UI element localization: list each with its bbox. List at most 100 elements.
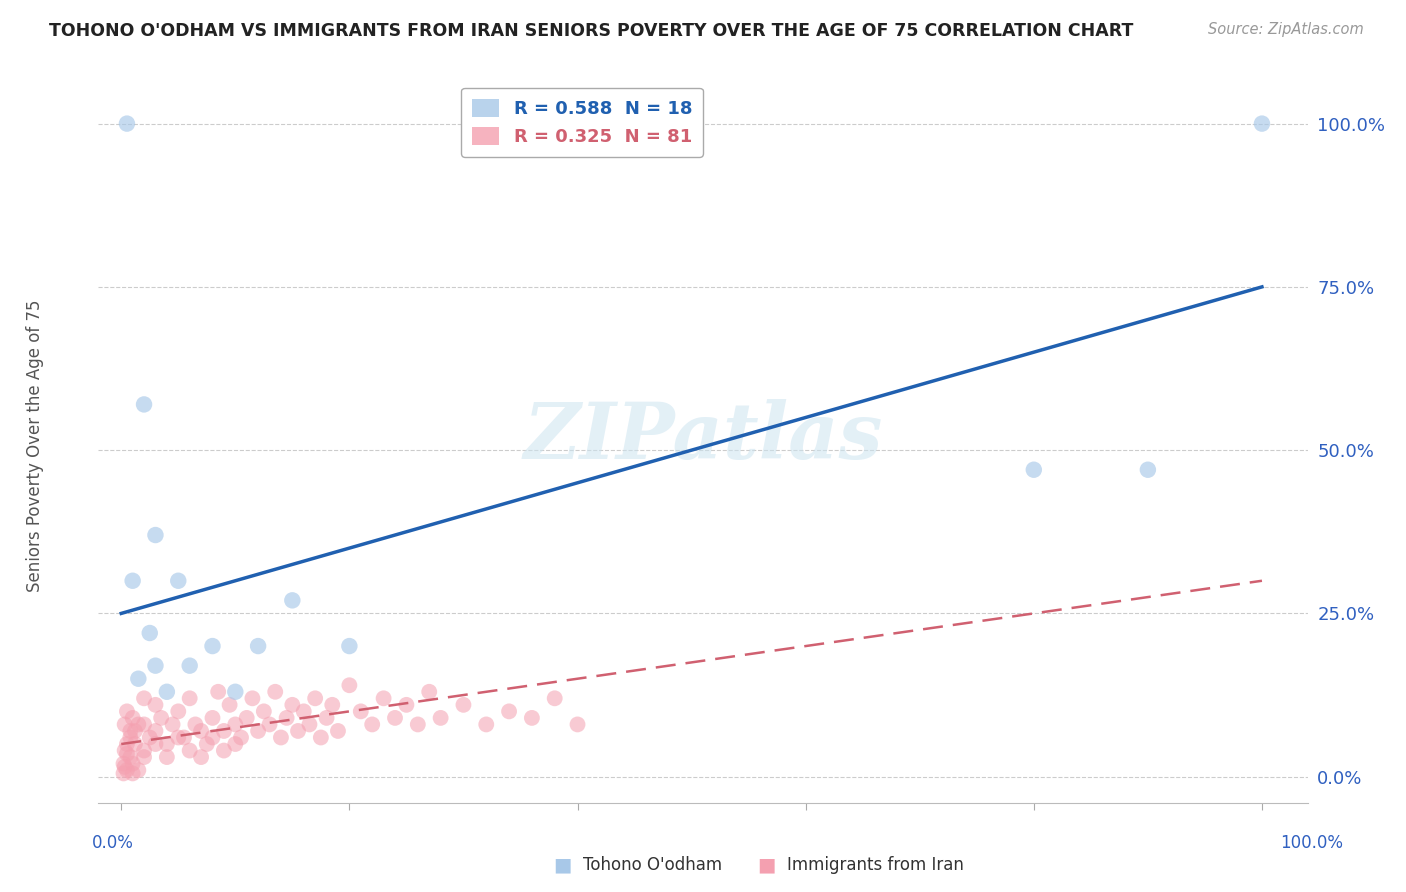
- Point: [229, 731, 252, 745]
- Point: [156, 750, 179, 764]
- Point: [292, 705, 315, 719]
- Point: [212, 723, 235, 738]
- Point: [145, 698, 167, 712]
- Point: [145, 723, 167, 738]
- Point: [235, 711, 257, 725]
- Point: [139, 731, 162, 745]
- Point: [406, 717, 429, 731]
- Point: [190, 750, 212, 764]
- Point: [253, 705, 276, 719]
- Point: [224, 685, 246, 699]
- Point: [475, 717, 498, 731]
- Point: [114, 743, 136, 757]
- Point: [544, 691, 567, 706]
- Point: [132, 750, 155, 764]
- Point: [298, 717, 321, 731]
- Point: [121, 756, 143, 771]
- Point: [121, 574, 143, 588]
- Point: [156, 737, 179, 751]
- Text: 0.0%: 0.0%: [91, 834, 134, 852]
- Point: [201, 711, 224, 725]
- Point: [115, 737, 138, 751]
- Point: [145, 658, 167, 673]
- Point: [429, 711, 451, 725]
- Point: [264, 685, 287, 699]
- Point: [145, 737, 167, 751]
- Point: [139, 626, 162, 640]
- Point: [124, 737, 146, 751]
- Point: [115, 705, 138, 719]
- Point: [337, 678, 360, 692]
- Point: [395, 698, 418, 712]
- Point: [162, 717, 184, 731]
- Text: ■: ■: [553, 855, 572, 875]
- Point: [224, 717, 246, 731]
- Text: Tohono O'odham: Tohono O'odham: [583, 856, 723, 874]
- Text: Seniors Poverty Over the Age of 75: Seniors Poverty Over the Age of 75: [27, 300, 44, 592]
- Point: [114, 760, 136, 774]
- Point: [127, 717, 149, 731]
- Point: [167, 574, 190, 588]
- Text: 100.0%: 100.0%: [1279, 834, 1343, 852]
- Point: [115, 763, 138, 777]
- Legend: R = 0.588  N = 18, R = 0.325  N = 81: R = 0.588 N = 18, R = 0.325 N = 81: [461, 87, 703, 157]
- Point: [498, 705, 520, 719]
- Point: [120, 750, 142, 764]
- Point: [1136, 463, 1159, 477]
- Point: [276, 711, 298, 725]
- Point: [337, 639, 360, 653]
- Point: [115, 747, 138, 761]
- Point: [315, 711, 337, 725]
- Point: [120, 731, 142, 745]
- Point: [361, 717, 384, 731]
- Point: [201, 731, 224, 745]
- Point: [201, 639, 224, 653]
- Point: [321, 698, 343, 712]
- Point: [124, 723, 146, 738]
- Point: [242, 691, 264, 706]
- Point: [218, 698, 240, 712]
- Point: [304, 691, 326, 706]
- Point: [1022, 463, 1045, 477]
- Point: [184, 717, 207, 731]
- Point: [179, 743, 201, 757]
- Point: [281, 593, 304, 607]
- Point: [112, 766, 135, 780]
- Point: [418, 685, 440, 699]
- Point: [179, 691, 201, 706]
- Point: [173, 731, 195, 745]
- Point: [287, 723, 309, 738]
- Point: [247, 723, 270, 738]
- Point: [373, 691, 395, 706]
- Point: [190, 723, 212, 738]
- Point: [121, 711, 143, 725]
- Point: [156, 685, 179, 699]
- Text: ■: ■: [756, 855, 776, 875]
- Point: [224, 737, 246, 751]
- Point: [121, 766, 143, 780]
- Point: [567, 717, 589, 731]
- Point: [384, 711, 406, 725]
- Text: Immigrants from Iran: Immigrants from Iran: [787, 856, 965, 874]
- Point: [167, 731, 190, 745]
- Point: [167, 705, 190, 719]
- Point: [127, 763, 149, 777]
- Point: [281, 698, 304, 712]
- Point: [212, 743, 235, 757]
- Point: [150, 711, 173, 725]
- Point: [309, 731, 332, 745]
- Text: TOHONO O'ODHAM VS IMMIGRANTS FROM IRAN SENIORS POVERTY OVER THE AGE OF 75 CORREL: TOHONO O'ODHAM VS IMMIGRANTS FROM IRAN S…: [49, 22, 1133, 40]
- Point: [270, 731, 292, 745]
- Point: [145, 528, 167, 542]
- Point: [120, 723, 142, 738]
- Text: ZIPatlas: ZIPatlas: [523, 399, 883, 475]
- Point: [132, 691, 155, 706]
- Point: [114, 717, 136, 731]
- Point: [132, 717, 155, 731]
- Point: [132, 743, 155, 757]
- Text: Source: ZipAtlas.com: Source: ZipAtlas.com: [1208, 22, 1364, 37]
- Point: [112, 756, 135, 771]
- Point: [350, 705, 373, 719]
- Point: [247, 639, 270, 653]
- Point: [195, 737, 218, 751]
